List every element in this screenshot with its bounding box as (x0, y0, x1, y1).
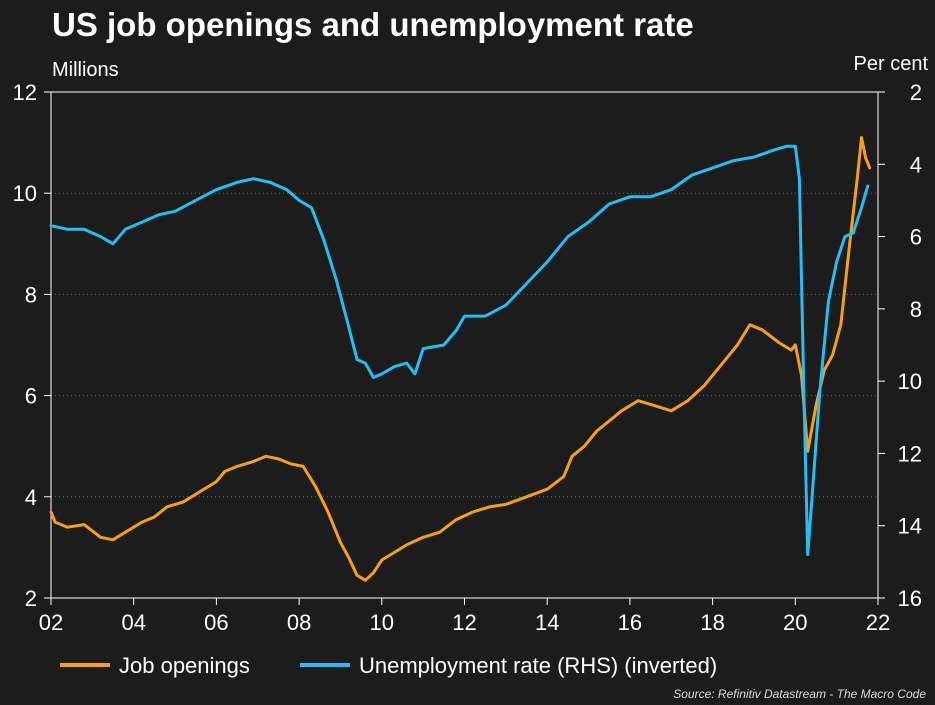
right-y-tick-label: 8 (910, 297, 922, 322)
x-axis: 02 04 06 08 10 12 14 16 18 20 22 (39, 598, 890, 635)
x-tick-label: 20 (783, 610, 807, 635)
left-y-tick-label: 4 (25, 485, 37, 510)
chart-title: US job openings and unemployment rate (52, 6, 694, 43)
legend-label-job-openings: Job openings (119, 653, 250, 678)
x-tick-label: 14 (535, 610, 559, 635)
left-axis-unit: Millions (52, 59, 119, 81)
series-lines (49, 136, 872, 582)
source-note: Source: Refinitiv Datastream - The Macro… (673, 687, 926, 701)
right-y-tick-label: 2 (910, 80, 922, 105)
x-tick-label: 22 (866, 610, 890, 635)
x-tick-label: 02 (39, 610, 63, 635)
right-y-tick-label: 12 (898, 441, 922, 466)
right-axis-unit: Per cent (854, 53, 929, 75)
right-y-tick-label: 6 (910, 225, 922, 250)
left-y-tick-label: 6 (25, 384, 37, 409)
right-y-tick-label: 4 (910, 152, 922, 177)
left-y-tick-label: 12 (13, 80, 37, 105)
x-tick-label: 08 (287, 610, 311, 635)
x-tick-label: 16 (618, 610, 642, 635)
right-y-axis: 2 4 6 8 10 12 14 16 (878, 80, 922, 611)
gridlines (51, 192, 878, 498)
job-openings-line (49, 136, 872, 582)
right-y-tick-label: 16 (898, 586, 922, 611)
left-y-axis: 2 4 6 8 10 12 (13, 80, 51, 611)
left-y-tick-label: 2 (25, 586, 37, 611)
x-tick-label: 04 (121, 610, 145, 635)
unemployment-rate-line (49, 144, 870, 557)
right-y-tick-label: 14 (898, 514, 922, 539)
x-tick-label: 06 (204, 610, 228, 635)
x-tick-label: 10 (370, 610, 394, 635)
legend: Job openings Unemployment rate (RHS) (in… (60, 653, 717, 678)
left-y-tick-label: 8 (25, 282, 37, 307)
right-y-tick-label: 10 (898, 369, 922, 394)
plot-frame (50, 91, 879, 599)
x-tick-label: 12 (452, 610, 476, 635)
legend-label-unemployment: Unemployment rate (RHS) (inverted) (359, 653, 717, 678)
left-y-tick-label: 10 (13, 181, 37, 206)
x-tick-label: 18 (700, 610, 724, 635)
